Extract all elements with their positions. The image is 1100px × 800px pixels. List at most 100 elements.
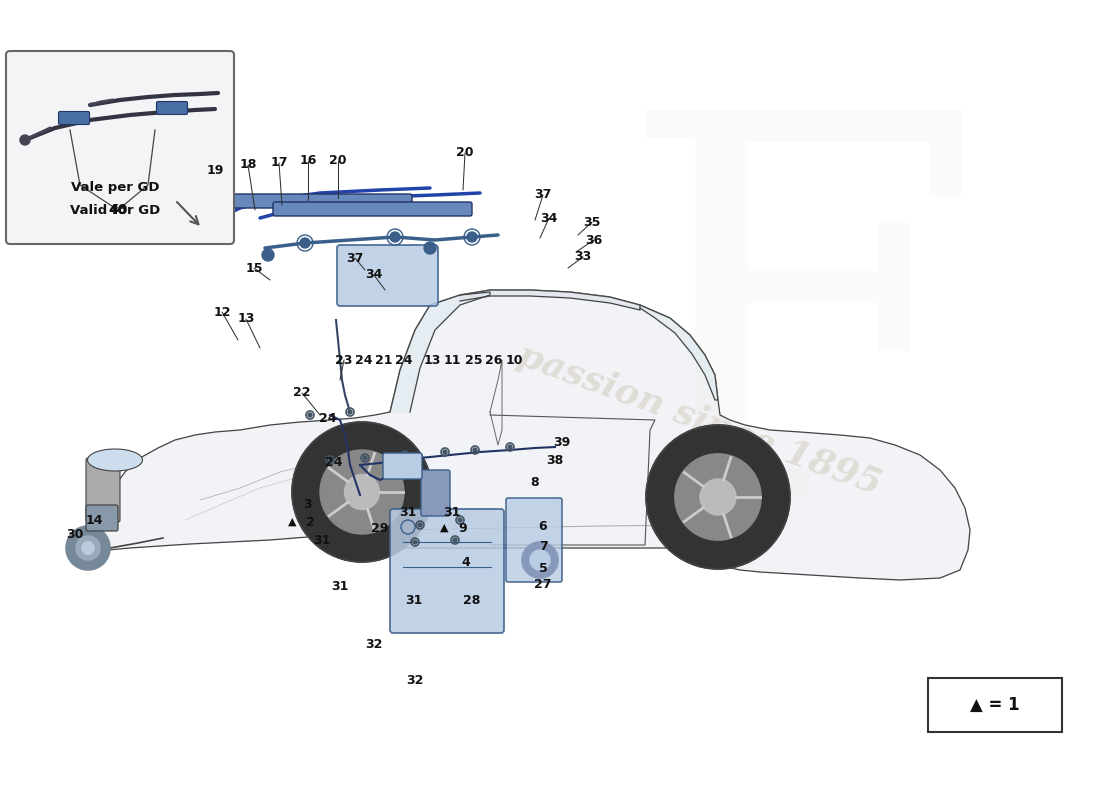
Circle shape xyxy=(412,540,417,544)
Text: 28: 28 xyxy=(463,594,481,606)
Text: 24: 24 xyxy=(326,455,343,469)
Text: 35: 35 xyxy=(583,215,601,229)
Text: 24: 24 xyxy=(395,354,412,366)
Circle shape xyxy=(418,523,422,527)
Text: 31: 31 xyxy=(405,594,422,606)
Text: 34: 34 xyxy=(365,269,383,282)
Text: 32: 32 xyxy=(406,674,424,686)
Text: 22: 22 xyxy=(294,386,310,399)
Text: 3: 3 xyxy=(304,498,312,511)
Text: 31: 31 xyxy=(314,534,331,546)
Circle shape xyxy=(76,536,100,560)
Text: 40: 40 xyxy=(109,203,126,217)
Text: 14: 14 xyxy=(86,514,102,526)
Text: 33: 33 xyxy=(574,250,592,263)
Text: 29: 29 xyxy=(372,522,388,534)
Text: 30: 30 xyxy=(66,529,84,542)
Circle shape xyxy=(424,242,436,254)
Text: 36: 36 xyxy=(585,234,603,246)
Circle shape xyxy=(700,479,736,515)
Text: 7: 7 xyxy=(539,541,548,554)
Circle shape xyxy=(458,518,462,522)
Circle shape xyxy=(674,454,761,540)
Polygon shape xyxy=(390,292,490,412)
Circle shape xyxy=(530,550,550,570)
Text: 37: 37 xyxy=(535,189,552,202)
Text: 5: 5 xyxy=(539,562,548,574)
Text: 21: 21 xyxy=(375,354,393,366)
Text: 6: 6 xyxy=(539,521,548,534)
Text: 26: 26 xyxy=(485,354,503,366)
Ellipse shape xyxy=(88,449,143,471)
Circle shape xyxy=(320,450,404,534)
FancyBboxPatch shape xyxy=(928,678,1062,732)
Text: Valid for GD: Valid for GD xyxy=(70,203,161,217)
Text: 27: 27 xyxy=(535,578,552,591)
Circle shape xyxy=(468,232,477,242)
FancyBboxPatch shape xyxy=(421,470,450,516)
Text: 13: 13 xyxy=(424,354,441,366)
Circle shape xyxy=(473,448,477,452)
Text: ▲: ▲ xyxy=(288,517,296,527)
Circle shape xyxy=(20,135,30,145)
Text: F: F xyxy=(617,94,983,606)
Circle shape xyxy=(453,538,456,542)
Circle shape xyxy=(646,425,790,569)
Text: 37: 37 xyxy=(346,251,364,265)
Text: 20: 20 xyxy=(456,146,474,159)
FancyBboxPatch shape xyxy=(58,111,89,125)
Text: 39: 39 xyxy=(553,437,571,450)
FancyBboxPatch shape xyxy=(86,505,118,531)
Circle shape xyxy=(443,450,447,454)
Circle shape xyxy=(508,445,512,449)
Text: ▲ = 1: ▲ = 1 xyxy=(970,696,1020,714)
Text: 34: 34 xyxy=(540,211,558,225)
Polygon shape xyxy=(88,290,970,580)
Text: 31: 31 xyxy=(443,506,461,518)
Text: passion since 1895: passion since 1895 xyxy=(514,338,887,502)
Circle shape xyxy=(308,413,312,417)
Text: 15: 15 xyxy=(245,262,263,274)
Circle shape xyxy=(328,458,332,462)
Text: ▲: ▲ xyxy=(440,523,449,533)
Text: 31: 31 xyxy=(399,506,417,518)
Text: 9: 9 xyxy=(458,522,466,534)
FancyBboxPatch shape xyxy=(506,498,562,582)
Text: 10: 10 xyxy=(505,354,522,366)
Text: 4: 4 xyxy=(462,557,471,570)
Text: Vale per GD: Vale per GD xyxy=(70,182,160,194)
FancyBboxPatch shape xyxy=(156,102,187,114)
Text: 40: 40 xyxy=(108,203,128,217)
Text: 25: 25 xyxy=(465,354,483,366)
Circle shape xyxy=(390,232,400,242)
Text: 20: 20 xyxy=(329,154,346,167)
Text: 23: 23 xyxy=(336,354,353,366)
FancyBboxPatch shape xyxy=(390,509,504,633)
Circle shape xyxy=(403,453,407,457)
Text: 8: 8 xyxy=(530,475,539,489)
Text: 11: 11 xyxy=(443,354,461,366)
FancyBboxPatch shape xyxy=(228,194,412,208)
Circle shape xyxy=(292,422,432,562)
Circle shape xyxy=(300,238,310,248)
Polygon shape xyxy=(640,305,718,400)
Circle shape xyxy=(522,542,558,578)
FancyBboxPatch shape xyxy=(86,458,120,522)
Text: 13: 13 xyxy=(238,313,255,326)
Circle shape xyxy=(344,474,380,510)
Polygon shape xyxy=(460,290,640,310)
Circle shape xyxy=(363,456,367,460)
Circle shape xyxy=(348,410,352,414)
Circle shape xyxy=(81,542,95,554)
Text: 18: 18 xyxy=(240,158,256,171)
Circle shape xyxy=(66,526,110,570)
FancyBboxPatch shape xyxy=(6,51,234,244)
FancyBboxPatch shape xyxy=(273,202,472,216)
Text: 24: 24 xyxy=(319,411,337,425)
Text: 32: 32 xyxy=(365,638,383,651)
Circle shape xyxy=(262,249,274,261)
Text: 17: 17 xyxy=(271,157,288,170)
Text: 31: 31 xyxy=(331,579,349,593)
Text: 2: 2 xyxy=(306,515,315,529)
FancyBboxPatch shape xyxy=(383,453,422,479)
